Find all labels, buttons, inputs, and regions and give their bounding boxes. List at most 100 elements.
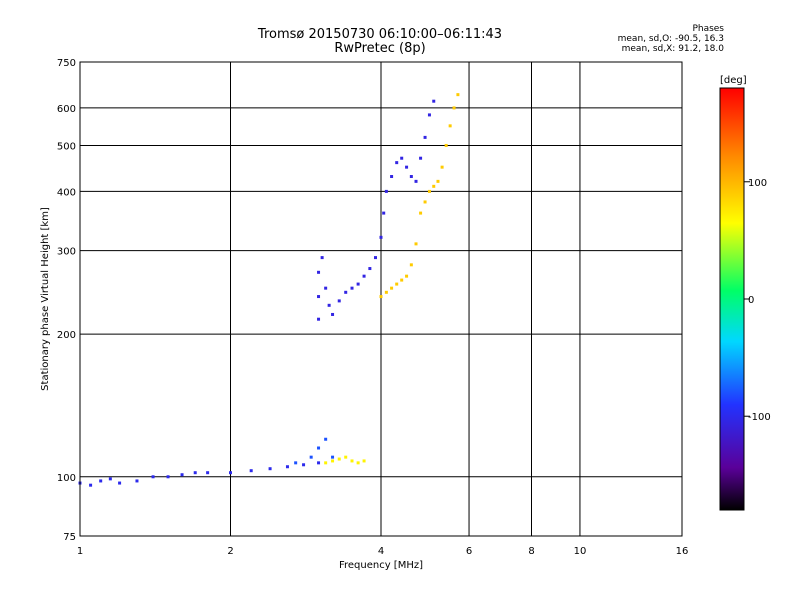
- data-point: [414, 179, 418, 183]
- x-tick-label: 4: [378, 546, 384, 557]
- data-point: [327, 303, 331, 307]
- chart-title-line2: RwPretec (8p): [334, 41, 426, 56]
- plot-frame: [79, 61, 683, 537]
- data-point: [423, 200, 427, 204]
- data-point: [302, 463, 306, 467]
- data-point: [331, 312, 335, 316]
- y-tick-label: 200: [57, 330, 76, 341]
- data-point: [317, 270, 321, 274]
- data-point: [368, 267, 372, 271]
- y-tick-label: 600: [57, 104, 76, 115]
- x-tick-labels: 1 2 4 6 8 10 16: [77, 546, 689, 557]
- x-tick-label: 8: [528, 546, 534, 557]
- data-point: [400, 156, 404, 160]
- x-tick-label: 2: [227, 546, 233, 557]
- data-point: [414, 242, 418, 246]
- data-point: [324, 437, 328, 441]
- data-point: [331, 459, 335, 463]
- y-axis-label: Stationary phase Virtual Height [km]: [40, 207, 51, 391]
- data-point: [350, 459, 354, 463]
- data-point: [309, 455, 313, 459]
- y-tick-label: 400: [57, 187, 76, 198]
- data-point: [379, 295, 383, 299]
- data-point: [379, 235, 383, 239]
- data-points: [78, 93, 460, 487]
- phases-o: mean, sd,O: -90.5, 16.3: [617, 34, 724, 44]
- data-point: [390, 286, 394, 290]
- data-point: [362, 459, 366, 463]
- data-point: [356, 282, 360, 286]
- data-point: [89, 483, 93, 487]
- phase-stats: Phases mean, sd,O: -90.5, 16.3 mean, sd,…: [560, 24, 724, 54]
- data-point: [400, 278, 404, 282]
- x-tick-label: 10: [574, 546, 587, 557]
- phases-title: Phases: [692, 24, 724, 34]
- data-point: [350, 286, 354, 290]
- data-point: [448, 124, 452, 128]
- colorbar-tick-label: -100: [748, 412, 771, 423]
- data-point: [268, 467, 272, 471]
- data-point: [384, 290, 388, 294]
- data-point: [317, 446, 321, 450]
- colorbar-tick-label: 100: [748, 178, 767, 189]
- data-point: [193, 471, 197, 475]
- data-point: [409, 175, 413, 179]
- data-point: [99, 479, 103, 483]
- data-point: [405, 165, 409, 169]
- data-point: [317, 317, 321, 321]
- data-point: [432, 99, 436, 103]
- data-point: [382, 211, 386, 215]
- grid: [80, 62, 682, 536]
- data-point: [344, 455, 348, 459]
- data-point: [432, 184, 436, 188]
- data-point: [317, 461, 321, 465]
- data-point: [331, 455, 335, 459]
- data-point: [324, 286, 328, 290]
- data-point: [285, 465, 289, 469]
- y-tick-label: 75: [63, 532, 76, 543]
- x-tick-label: 6: [466, 546, 472, 557]
- data-point: [436, 179, 440, 183]
- colorbar-label: [deg]: [720, 75, 747, 86]
- data-point: [390, 175, 394, 179]
- data-point: [108, 477, 112, 481]
- phases-x: mean, sd,X: 91.2, 18.0: [621, 44, 724, 54]
- data-point: [337, 299, 341, 303]
- data-point: [206, 471, 210, 475]
- data-point: [320, 256, 324, 260]
- x-tick-label: 16: [676, 546, 689, 557]
- data-point: [229, 471, 232, 475]
- data-point: [419, 156, 423, 160]
- data-point: [362, 274, 366, 278]
- data-point: [456, 93, 460, 97]
- x-axis-label: Frequency [MHz]: [339, 560, 423, 571]
- data-point: [452, 106, 456, 110]
- data-point: [118, 481, 122, 485]
- data-point: [356, 461, 360, 465]
- data-point: [294, 461, 298, 465]
- data-point: [427, 189, 431, 193]
- data-point: [395, 161, 399, 165]
- data-point: [444, 143, 448, 147]
- y-tick-label: 750: [57, 58, 76, 69]
- chart-title-line1: Tromsø 20150730 06:10:00–06:11:43: [257, 27, 503, 42]
- data-point: [344, 290, 348, 294]
- colorbar: [719, 87, 745, 511]
- data-point: [249, 469, 253, 473]
- data-point: [324, 461, 328, 465]
- colorbar-tick-label: 0: [748, 295, 754, 306]
- data-point: [409, 263, 413, 267]
- data-point: [440, 165, 444, 169]
- data-point: [427, 113, 431, 117]
- data-point: [337, 457, 341, 461]
- data-point: [135, 479, 139, 483]
- data-point: [151, 475, 155, 479]
- data-point: [419, 211, 423, 215]
- data-point: [166, 475, 170, 479]
- x-tick-label: 1: [77, 546, 83, 557]
- y-tick-label: 500: [57, 141, 76, 152]
- y-tick-label: 300: [57, 247, 76, 258]
- data-point: [374, 256, 378, 260]
- y-tick-labels: 750 600 500 400 300 200 100 75: [57, 58, 76, 543]
